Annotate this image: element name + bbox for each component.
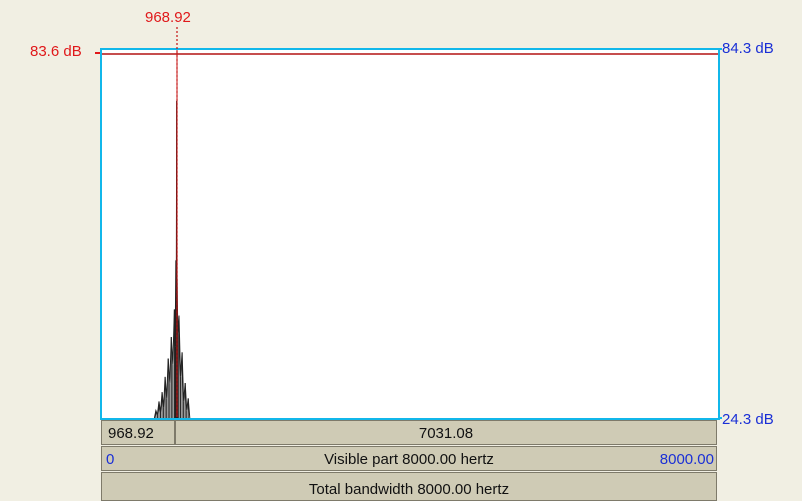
- total-bandwidth-label: Total bandwidth 8000.00 hertz: [308, 481, 510, 498]
- axis-bottom-db-label: 24.3 dB: [722, 411, 774, 428]
- selection-width-value: 7031.08: [418, 425, 474, 442]
- cursor-frequency-label: 968.92: [145, 9, 191, 26]
- selection-start-cell[interactable]: 968.92: [101, 420, 175, 445]
- selection-width-cell[interactable]: 7031.08: [175, 420, 717, 445]
- spectrum-series-line: [153, 100, 191, 418]
- total-bandwidth-bar[interactable]: Total bandwidth 8000.00 hertz: [101, 472, 717, 501]
- selection-start-value: 968.92: [108, 425, 154, 442]
- visible-part-bar[interactable]: 0 Visible part 8000.00 hertz 8000.00: [101, 446, 717, 471]
- visible-end-value: 8000.00: [659, 451, 714, 468]
- axis-top-db-label: 84.3 dB: [722, 40, 774, 57]
- cursor-level-label: 83.6 dB: [30, 43, 82, 60]
- spectrum-plot[interactable]: [100, 48, 720, 420]
- visible-start-value: 0: [106, 451, 115, 468]
- spectrum-chart: [102, 53, 718, 418]
- cursor-level-tick: [95, 52, 101, 54]
- visible-part-label: Visible part 8000.00 hertz: [324, 451, 494, 468]
